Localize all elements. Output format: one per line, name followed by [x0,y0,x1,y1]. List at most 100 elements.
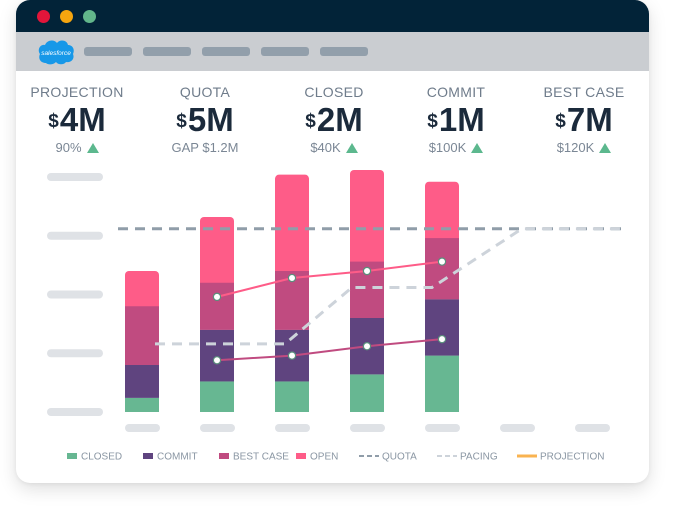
x-tick-placeholder [500,424,535,432]
kpi-sub: $120K [524,140,644,156]
legend-swatch-open [296,453,306,459]
bar-segment-open[interactable] [425,181,459,243]
legend-label-best-case[interactable]: BEST CASE [233,452,289,463]
trend-up-icon [599,143,612,153]
kpi-sub-text: $120K [556,140,595,155]
nav-item-placeholder[interactable] [202,47,250,56]
x-tick-placeholder [350,424,385,432]
kpi-value: $7M [524,102,644,138]
kpi-amount: 4M [59,101,106,138]
kpi-label: QUOTA [179,84,231,100]
kpi-label: CLOSED [304,84,364,100]
kpi-value: $4M [17,102,137,138]
kpi-sub-text: $100K [428,140,467,155]
kpi-value: $2M [274,102,394,138]
pacing-line [155,227,622,346]
commit-trend-point[interactable] [287,351,297,360]
y-tick-placeholder [47,290,103,299]
legend-label-commit[interactable]: COMMIT [157,452,198,463]
kpi-value: $1M [396,102,516,138]
kpi-sub-text: GAP $1.2M [171,140,239,155]
bar-segment-commit[interactable] [125,365,159,398]
kpi-value: $5M [145,102,265,138]
x-tick-placeholder [275,424,310,432]
kpi-sub: $100K [396,140,516,156]
kpi-quota: QUOTA $5M GAP $1.2M [145,84,265,156]
x-tick-placeholder [125,424,160,432]
bar-segment-closed[interactable] [125,397,159,412]
y-tick-placeholder [47,173,103,181]
bar-segment-closed[interactable] [425,355,459,412]
bar-segment-closed[interactable] [350,374,384,412]
kpi-amount: 1M [438,101,485,138]
trend-up-icon [345,143,358,153]
best-case-trend-line [216,260,443,298]
commit-trend-point[interactable] [362,342,372,351]
currency-symbol: $ [555,111,566,132]
close-window-button[interactable] [37,10,50,23]
legend-label-closed[interactable]: CLOSED [81,452,122,463]
kpi-sub-text: 90% [55,140,82,155]
best-case-trend-point[interactable] [362,266,372,276]
best-case-trend-point[interactable] [287,273,297,283]
commit-trend-point[interactable] [437,334,447,344]
kpi-sub-text: $40K [310,140,341,155]
legend-label-pacing[interactable]: PACING [460,452,498,463]
legend-swatch-commit [143,453,153,459]
minimize-window-button[interactable] [60,10,73,23]
y-tick-placeholder [47,408,103,416]
bar-segment-closed[interactable] [275,381,309,412]
y-tick-placeholder [47,231,103,240]
kpi-amount: 2M [316,101,363,138]
salesforce-logo-icon[interactable]: salesforce [37,38,75,65]
bar-segment-open[interactable] [125,271,159,311]
kpi-label: PROJECTION [30,84,124,100]
legend-label-quota[interactable]: QUOTA [382,452,417,463]
legend-swatch-closed [67,453,77,459]
kpi-sub: $40K [274,140,394,156]
logo-text: salesforce [41,50,71,57]
nav-item-placeholder[interactable] [84,47,132,56]
currency-symbol: $ [427,111,438,132]
bar-segment-open[interactable] [275,174,309,275]
currency-symbol: $ [48,111,59,132]
trend-up-icon [471,143,484,153]
nav-item-placeholder[interactable] [320,47,368,56]
kpi-label: BEST CASE [543,84,625,100]
bar-segment-open[interactable] [200,216,234,287]
currency-symbol: $ [176,111,187,132]
kpi-commit: COMMIT $1M $100K [396,84,516,156]
nav-item-placeholder[interactable] [143,47,191,56]
bar-segment-closed[interactable] [200,381,234,412]
y-tick-placeholder [47,349,103,358]
commit-trend-point[interactable] [212,356,222,365]
nav-item-placeholder[interactable] [261,47,309,56]
trend-up-icon [86,143,99,153]
bar-segment-commit[interactable] [425,299,459,356]
bar-segment-best-case[interactable] [125,306,159,365]
maximize-window-button[interactable] [83,10,96,23]
kpi-label: COMMIT [426,84,486,100]
bar-segment-best-case[interactable] [425,238,459,300]
legend-label-projection[interactable]: PROJECTION [540,452,604,463]
bar-segment-open[interactable] [350,169,384,266]
kpi-amount: 5M [187,101,234,138]
legend-label-open[interactable]: OPEN [310,452,338,463]
best-case-trend-point[interactable] [212,292,222,302]
nav-bar: salesforce [16,32,649,71]
kpi-amount: 7M [566,101,613,138]
legend-swatch-best-case [219,453,229,459]
best-case-trend-point[interactable] [437,257,447,266]
bar-segment-commit[interactable] [200,329,234,382]
x-tick-placeholder [200,424,235,432]
currency-symbol: $ [305,111,316,132]
kpi-projection: PROJECTION $4M 90% [17,84,137,156]
kpi-closed: CLOSED $2M $40K [274,84,394,156]
x-tick-placeholder [575,424,610,432]
kpi-best-case: BEST CASE $7M $120K [524,84,644,156]
bar-segment-best-case[interactable] [200,282,234,330]
title-bar [16,0,649,32]
app-window: salesforce [16,0,649,483]
kpi-sub: GAP $1.2M [145,140,265,156]
